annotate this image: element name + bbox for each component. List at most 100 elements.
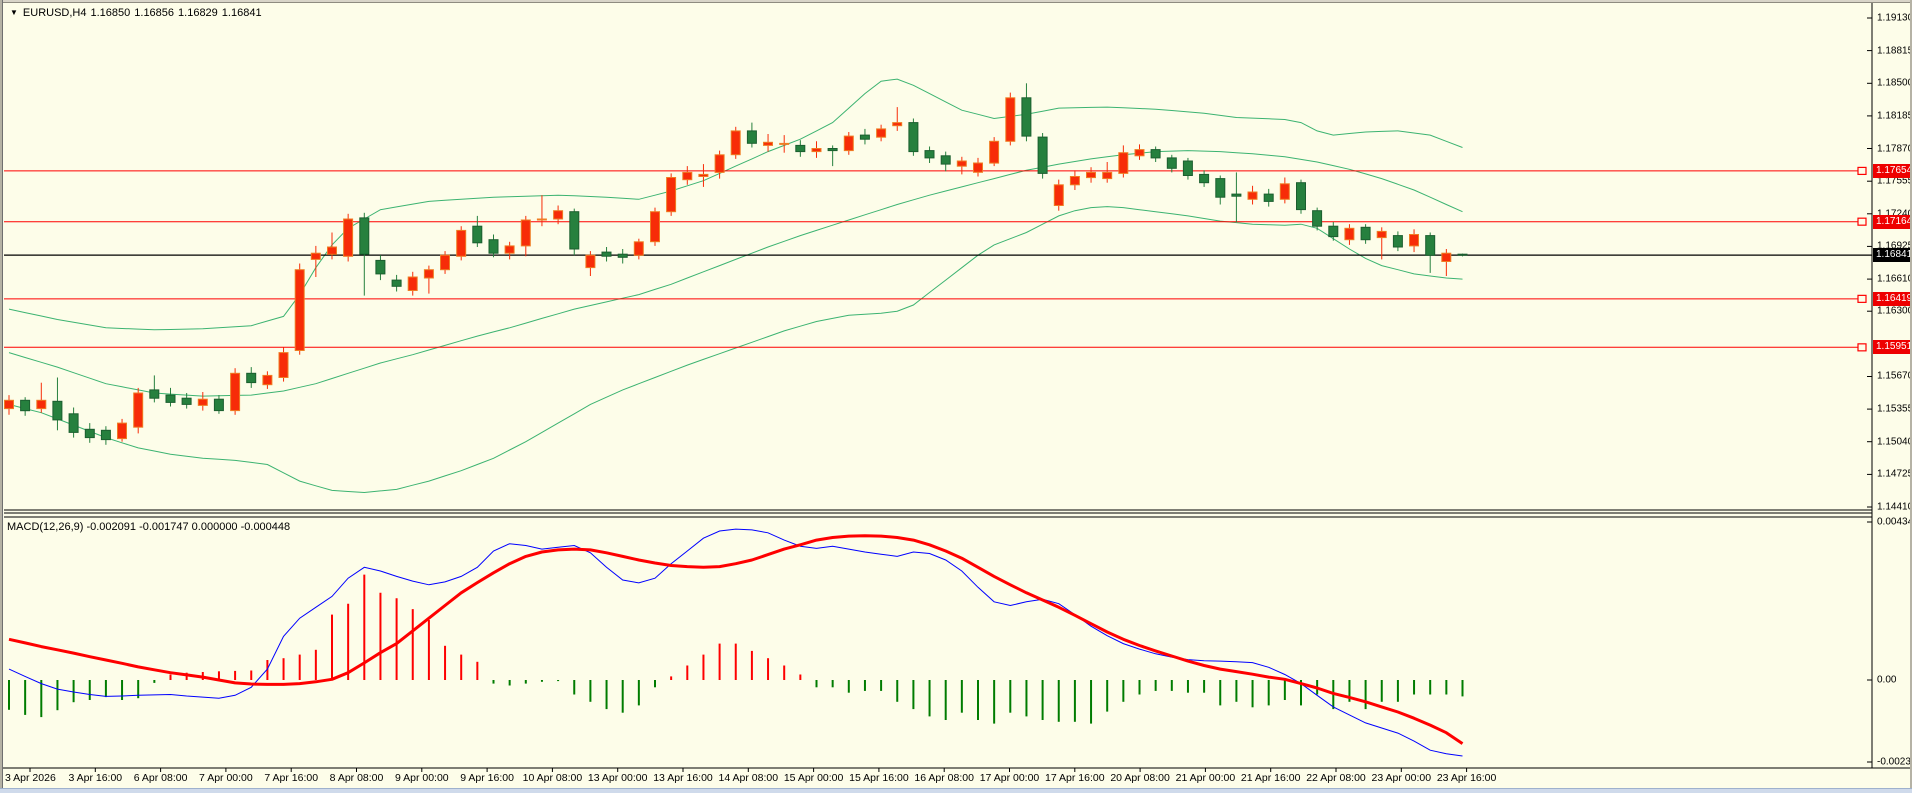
candle-body <box>181 397 192 405</box>
candle-body <box>1441 252 1452 262</box>
candle-body <box>617 253 628 258</box>
level-line-handle-icon[interactable] <box>1857 294 1867 303</box>
time-axis-label[interactable]: 7 Apr 00:00 <box>199 772 253 784</box>
price-axis-label: 1.14410 <box>1877 501 1912 513</box>
candle-body <box>472 225 483 244</box>
candle-body <box>876 128 887 138</box>
candle-body <box>746 130 757 144</box>
candle-body <box>36 399 47 410</box>
candle-body <box>117 422 127 440</box>
candle-body <box>908 122 919 153</box>
candle-body <box>1457 253 1468 256</box>
candle-body <box>100 429 111 441</box>
candle-body <box>230 372 241 412</box>
candle-body <box>197 398 208 406</box>
candle-body <box>1409 234 1419 247</box>
time-axis-label[interactable]: 17 Apr 00:00 <box>979 772 1040 784</box>
time-axis-label[interactable]: 23 Apr 16:00 <box>1436 772 1497 784</box>
candle-body <box>892 122 903 127</box>
time-axis-label[interactable]: 21 Apr 00:00 <box>1175 772 1236 784</box>
candle-body <box>375 259 386 275</box>
bollinger-middle-band <box>8 150 1463 397</box>
time-axis-label[interactable]: 15 Apr 00:00 <box>783 772 844 784</box>
candle-body <box>1279 183 1290 200</box>
time-axis-label[interactable]: 6 Apr 08:00 <box>133 772 188 784</box>
candle-body <box>633 241 644 256</box>
candle-body <box>1392 235 1403 248</box>
quote-close: 1.16841 <box>221 7 262 19</box>
level-line-handle-icon[interactable] <box>1857 217 1867 226</box>
symbol-dropdown-icon[interactable]: ▼ <box>10 8 18 17</box>
level-line-handle-icon[interactable] <box>1857 343 1867 352</box>
candle-body <box>859 134 870 140</box>
window-border-top <box>0 0 1912 3</box>
candle-body <box>795 144 806 153</box>
candle-body <box>956 160 967 167</box>
time-axis-label[interactable]: 20 Apr 08:00 <box>1110 772 1170 784</box>
price-axis-label: 1.18185 <box>1877 110 1912 122</box>
candle-body <box>666 177 677 213</box>
time-axis-label[interactable]: 23 Apr 00:00 <box>1371 772 1432 784</box>
candle-body <box>1263 193 1274 202</box>
time-axis-label[interactable]: 10 Apr 08:00 <box>522 772 583 784</box>
window-border-bottom[interactable] <box>0 788 1912 793</box>
price-axis-label: 1.17555 <box>1877 175 1912 187</box>
candle-body <box>52 400 63 421</box>
candle-body <box>504 245 515 254</box>
candle-body <box>536 218 547 221</box>
level-line-handle-icon[interactable] <box>1857 166 1867 176</box>
candle-body <box>1086 171 1096 179</box>
time-axis-label[interactable]: 3 Apr 2026 <box>5 772 56 784</box>
price-axis-label: 1.16925 <box>1877 240 1912 252</box>
candle-body <box>1215 178 1226 198</box>
time-axis-label[interactable]: 22 Apr 08:00 <box>1306 772 1366 784</box>
quote-high: 1.16856 <box>134 7 175 19</box>
candle-body <box>407 276 418 291</box>
price-axis-label: 1.17870 <box>1877 143 1912 155</box>
time-axis-label[interactable]: 21 Apr 16:00 <box>1240 772 1301 784</box>
candle-body <box>940 155 951 165</box>
time-axis-label[interactable]: 17 Apr 16:00 <box>1045 772 1105 784</box>
candle-body <box>924 150 935 159</box>
time-axis-label[interactable]: 8 Apr 08:00 <box>329 772 384 784</box>
window-border-left <box>0 0 3 793</box>
price-axis-label: 1.16300 <box>1877 305 1912 317</box>
time-axis-label[interactable]: 9 Apr 00:00 <box>394 772 449 784</box>
candle-body <box>682 171 693 181</box>
candle-body <box>327 246 337 255</box>
candle-body <box>1102 171 1113 180</box>
symbol-period: EURUSD,H4 <box>22 7 87 19</box>
price-axis-label: 1.18500 <box>1877 77 1912 89</box>
time-axis-label[interactable]: 13 Apr 00:00 <box>587 772 648 784</box>
candle-body <box>973 162 983 173</box>
candle-body <box>1069 176 1080 186</box>
candle-body <box>1344 227 1355 241</box>
candle-body <box>165 394 176 403</box>
candle-body <box>1296 182 1306 211</box>
candle-body <box>698 173 709 177</box>
price-axis-label: 1.18815 <box>1877 45 1912 57</box>
time-axis-label[interactable]: 14 Apr 08:00 <box>718 772 779 784</box>
time-axis-label[interactable]: 16 Apr 08:00 <box>914 772 974 784</box>
candle-body <box>1328 225 1339 238</box>
candle-body <box>1247 191 1258 200</box>
time-axis-label[interactable]: 15 Apr 16:00 <box>849 772 909 784</box>
macd-indicator-label: MACD(12,26,9) -0.002091 -0.001747 0.0000… <box>7 521 291 533</box>
time-axis-label[interactable]: 7 Apr 16:00 <box>264 772 319 784</box>
time-axis-label[interactable]: 13 Apr 16:00 <box>653 772 713 784</box>
candle-body <box>262 374 273 386</box>
candle-body <box>1425 235 1436 256</box>
quote-low: 1.16829 <box>178 7 218 19</box>
time-axis-label[interactable]: 3 Apr 16:00 <box>68 772 123 784</box>
candle-body <box>1037 136 1048 174</box>
price-axis-label: 1.16610 <box>1877 273 1912 285</box>
price-axis-label: 1.17240 <box>1877 208 1912 219</box>
candle-body <box>1150 149 1161 159</box>
macd-line <box>8 528 1463 757</box>
macd-signal-line <box>8 534 1464 745</box>
price-axis-label: 1.15040 <box>1877 436 1912 448</box>
level-price-flag: 1.17654 <box>1873 163 1912 178</box>
time-axis-label[interactable]: 9 Apr 16:00 <box>460 772 514 784</box>
